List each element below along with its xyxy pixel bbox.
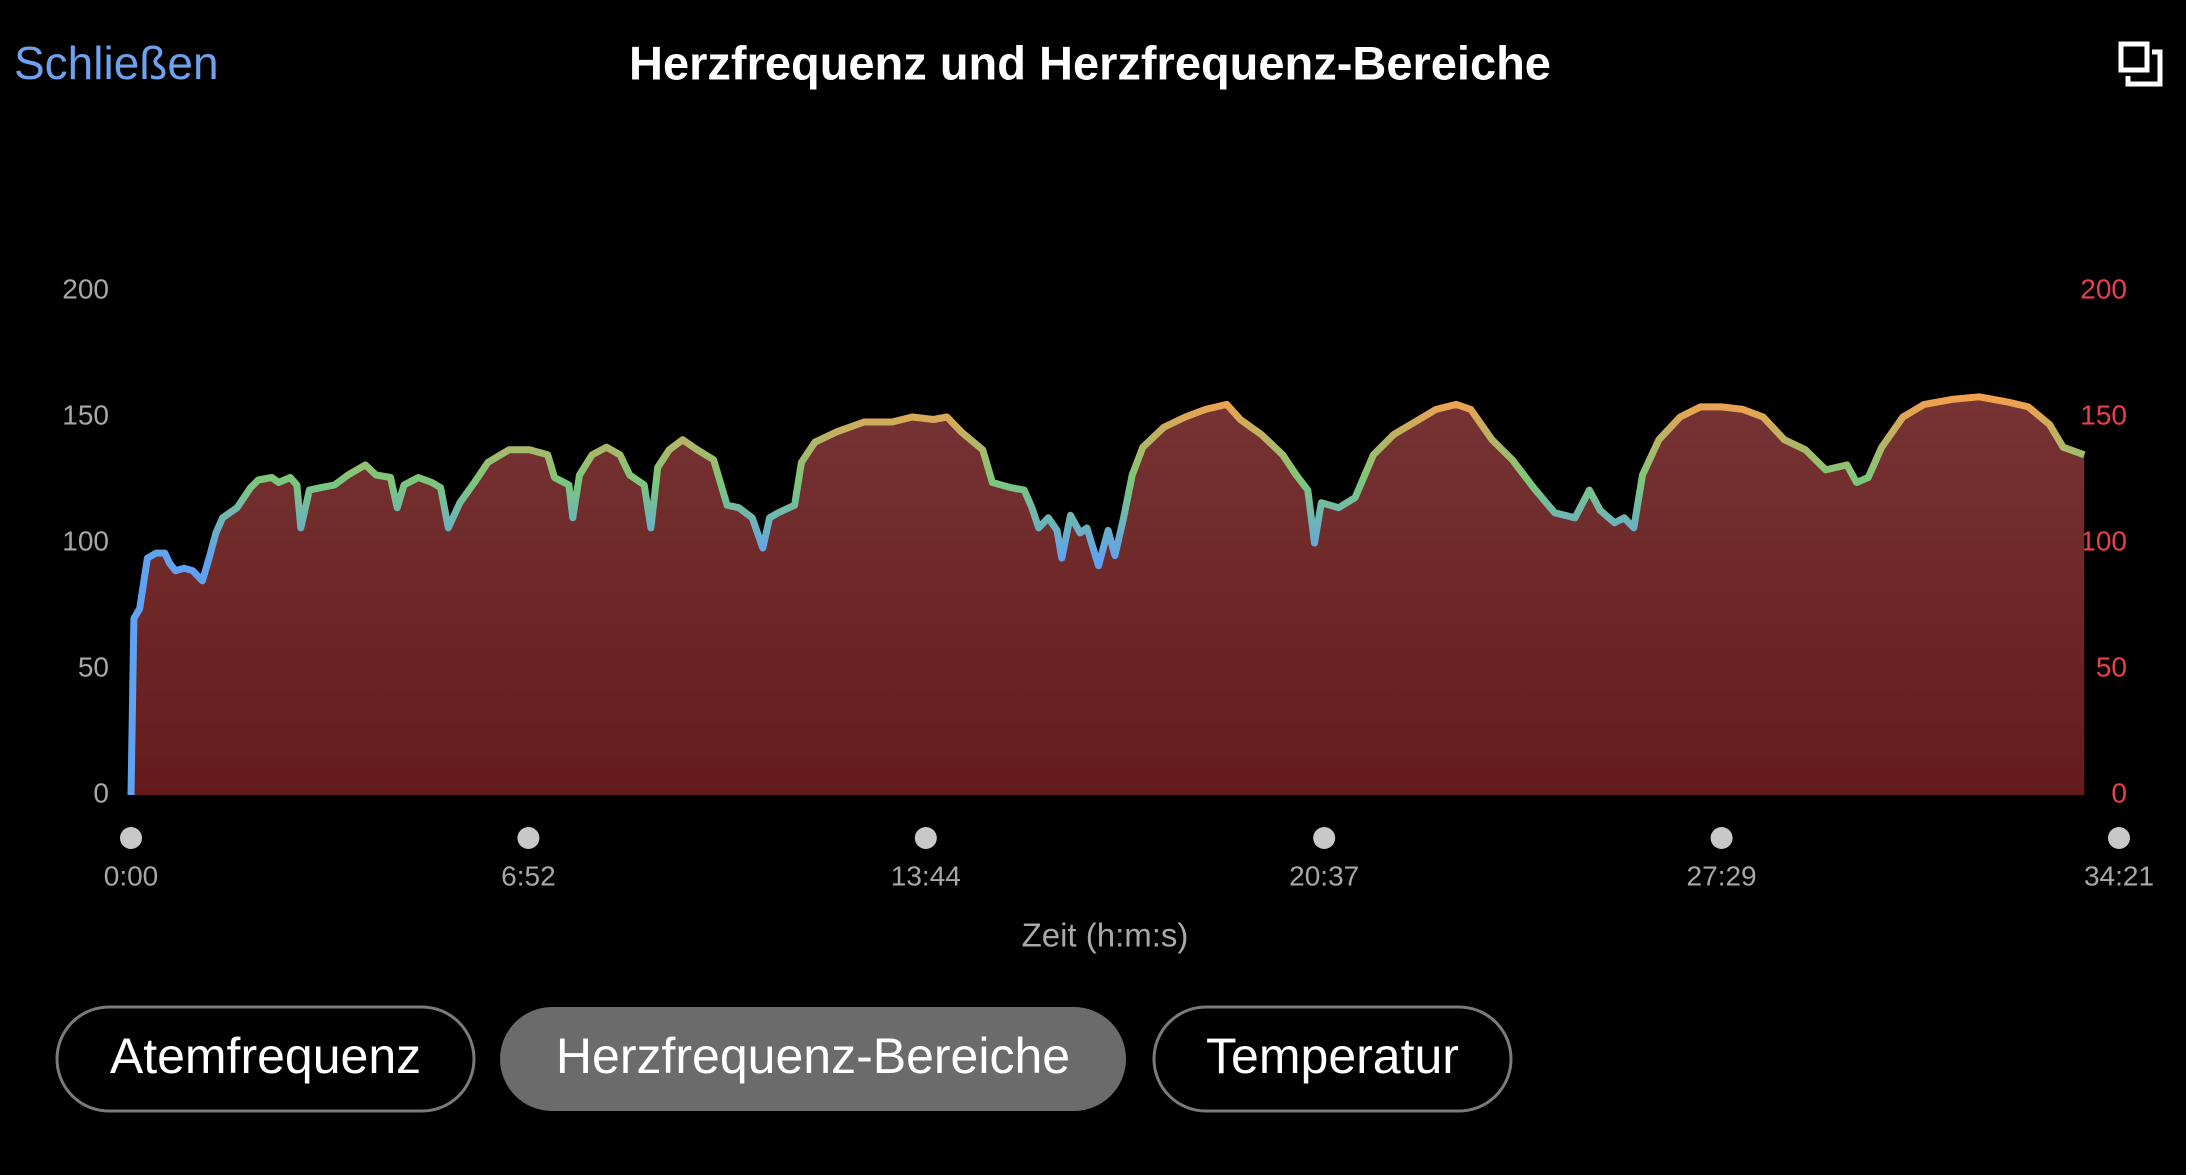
y2-tick-label: 200 <box>2080 273 2127 304</box>
x-tick-dot <box>1313 827 1336 849</box>
x-tick-dot <box>120 827 142 849</box>
y2-tick-label: 50 <box>2096 651 2127 682</box>
screen-title: Herzfrequenz und Herzfrequenz-Bereiche <box>629 36 1551 89</box>
y2-tick-label: 0 <box>2111 777 2127 808</box>
x-tick-label: 0:00 <box>104 860 159 891</box>
x-tick-dot <box>517 827 540 849</box>
y-tick-label: 50 <box>78 651 109 682</box>
x-tick-label: 6:52 <box>501 860 556 891</box>
tab-button[interactable] <box>55 1005 476 1113</box>
y2-tick-label: 150 <box>2080 399 2127 430</box>
x-axis-label: Zeit (h:m:s) <box>1022 917 1189 954</box>
x-tick-label: 34:21 <box>2084 860 2154 891</box>
y-tick-label: 150 <box>62 399 109 430</box>
tab-label: Herzfrequenz-Bereiche <box>556 1028 1070 1084</box>
tab-label: Atemfrequenz <box>110 1028 421 1084</box>
y-tick-label: 0 <box>93 777 109 808</box>
line <box>127 393 2086 796</box>
y-tick-label: 100 <box>62 525 109 556</box>
x-tick-dot <box>914 827 937 849</box>
x-tick-dot <box>1710 827 1733 849</box>
tab-bar: Atemfrequenz Herzfrequenz-Bereiche Tempera… <box>55 1005 1513 1113</box>
y2-tick-label: 100 <box>2080 525 2127 556</box>
tab-label: Temperatur <box>1206 1028 1459 1084</box>
x-tick-label: 20:37 <box>1289 860 1359 891</box>
y-tick-label: 200 <box>62 273 109 304</box>
area <box>131 396 2085 795</box>
tab-button[interactable] <box>500 1007 1126 1111</box>
x-tick-dot <box>2108 827 2130 849</box>
chart: 0 50 100 150 200 0 50 100 150 200 0:00 6:52 13:44 20:… <box>62 273 2154 891</box>
expand-icon[interactable] <box>2118 41 2163 87</box>
close-button[interactable]: Schließen <box>14 37 219 89</box>
tab-button[interactable] <box>1152 1005 1513 1113</box>
x-tick-label: 27:29 <box>1687 860 1757 891</box>
x-tick-label: 13:44 <box>891 860 961 891</box>
